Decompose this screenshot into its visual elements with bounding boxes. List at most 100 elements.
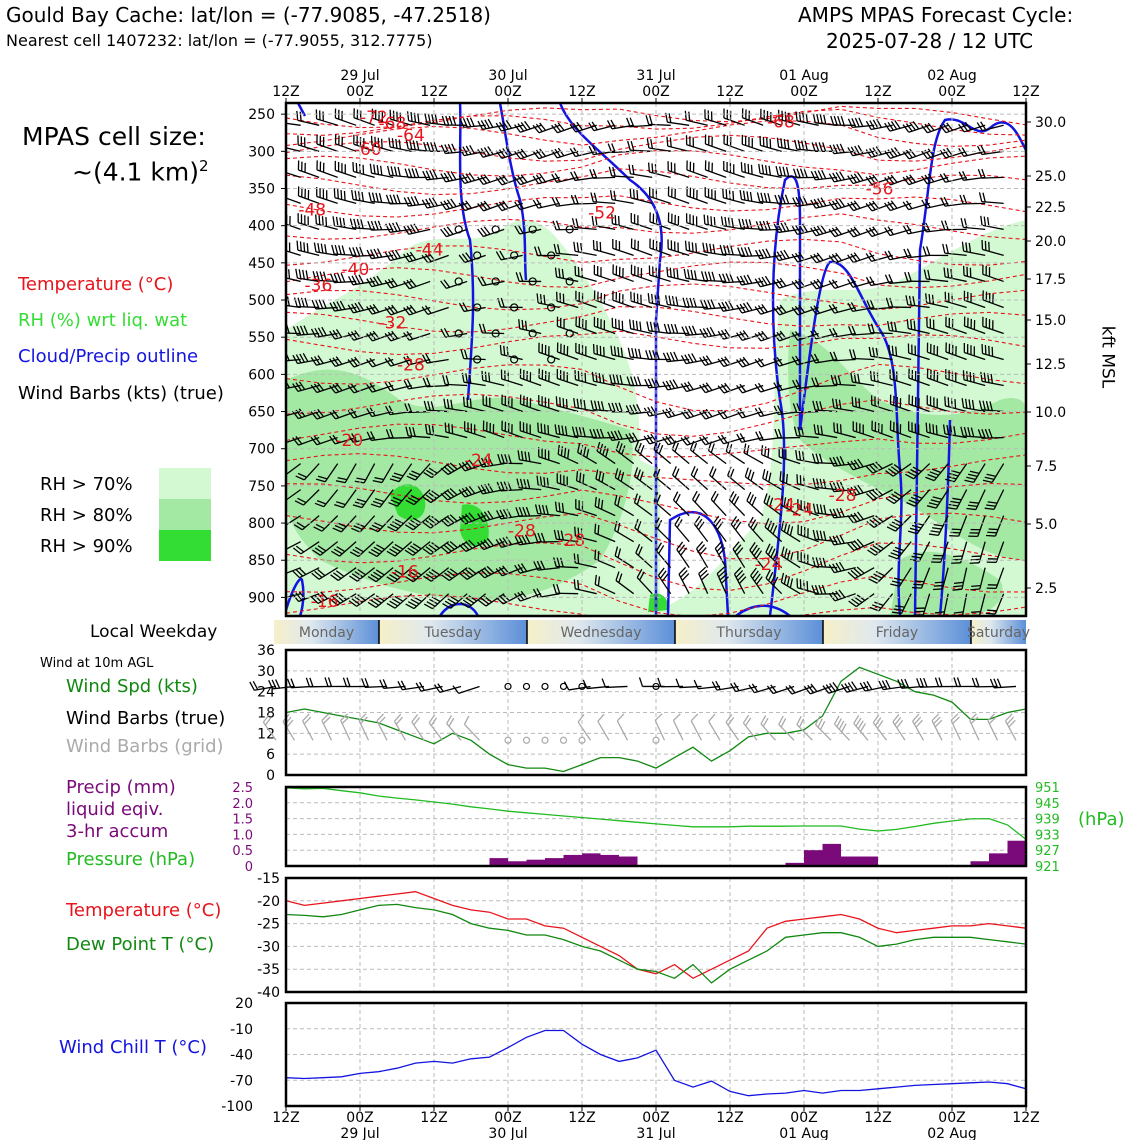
wind-barb-flag — [948, 503, 959, 507]
wind-barb-flag — [557, 147, 565, 157]
wind-barb-flag — [607, 431, 613, 441]
wind-barb-flag — [927, 473, 937, 479]
wind-barb-staff — [297, 249, 320, 257]
wind-barb-flag — [627, 347, 631, 358]
wind-barb-flag — [443, 200, 450, 209]
wind-barb-flag — [717, 385, 725, 394]
wind-barb-flag — [757, 305, 765, 314]
wind-barb-staff — [889, 306, 912, 309]
wind-barb-staff — [594, 273, 616, 283]
wind-barb-flag — [317, 327, 324, 337]
wind-barb-flag — [902, 150, 910, 160]
wind-barb-flag — [984, 476, 995, 481]
wind-barb-flag — [256, 465, 262, 472]
wind-barb-flag — [921, 150, 928, 160]
top-hour-tick-label: 00Z — [938, 84, 965, 100]
wind-barb-staff — [482, 462, 505, 468]
cloud-outline-8 — [938, 419, 952, 616]
wind-barb-flag — [376, 165, 380, 175]
wind-barb-flag — [851, 396, 854, 407]
wind-barb-flag — [358, 274, 364, 284]
wind-barb-flag — [874, 717, 882, 726]
wind-barb-flag — [791, 356, 798, 366]
temperature-contour-label: -48 — [298, 200, 326, 220]
wind-barb-staff — [760, 280, 782, 288]
wind-barb-staff — [389, 146, 412, 152]
wind-barb-flag — [514, 176, 521, 186]
wind-barb-flag — [597, 576, 601, 586]
wind-barb-staff — [963, 124, 986, 133]
wind-barb-staff — [781, 529, 801, 543]
wind-barb-flag — [520, 148, 528, 157]
wind-barb-flag — [647, 293, 650, 303]
wind-barb-flag — [784, 194, 790, 204]
wind-barb-flag — [619, 374, 623, 385]
wind-barb-flag — [913, 552, 923, 556]
wind-barb-flag — [626, 117, 631, 127]
pressure-tick-label: 400 — [248, 219, 275, 235]
wind-barb-staff — [833, 150, 856, 155]
wind-barb-staff — [759, 172, 782, 178]
temp-tick-label: -30 — [257, 939, 280, 955]
wind-barb-flag — [723, 245, 727, 255]
wind-barb-flag — [890, 321, 894, 332]
wind-barb-flag — [299, 241, 302, 251]
wind-barb-flag — [884, 202, 891, 211]
wind-barb-flag — [440, 201, 447, 210]
wind-barb-flag — [856, 566, 865, 574]
wind-barb-flag — [419, 681, 425, 691]
wind-barb-flag — [910, 319, 913, 330]
wind-barb-flag — [357, 301, 365, 311]
wind-barb-flag — [706, 327, 712, 337]
wind-barb-flag — [407, 547, 417, 554]
wind-barb-staff — [797, 228, 819, 235]
wind-barb-flag — [710, 216, 713, 226]
wind-barb-flag — [540, 560, 546, 570]
wind-barb-flag — [610, 119, 616, 129]
wind-barb-flag — [611, 402, 616, 413]
wind-barb-staff — [261, 248, 282, 255]
wind-barb-flag — [783, 138, 787, 149]
wind-barb-flag — [366, 359, 373, 368]
wind-barb-staff — [615, 449, 635, 465]
top-hour-tick-label: 12Z — [864, 84, 891, 100]
wind-barb-flag — [502, 120, 509, 130]
wind-barb-flag — [953, 585, 963, 588]
wind-barb-staff — [411, 721, 425, 741]
wind-barb-flag — [310, 328, 317, 338]
wind-barb-flag — [333, 273, 339, 283]
wind-barb-flag — [310, 411, 318, 420]
wind-barb-staff — [833, 488, 856, 493]
wind-barb-flag — [691, 325, 697, 335]
wind-barb-flag — [645, 115, 650, 125]
wind-barb-staff — [520, 430, 542, 439]
cell-size-value: ~(4.1 km)2 — [72, 157, 209, 187]
wind-barb-staff — [945, 124, 967, 134]
wind-barb-staff — [931, 720, 943, 741]
wind-barb-staff — [653, 475, 672, 491]
wind-barb-flag — [567, 449, 570, 459]
wind-barb-staff — [395, 515, 413, 532]
wind-barb-flag — [746, 445, 750, 455]
wind-barb-flag — [828, 328, 835, 338]
wind-barb-staff — [908, 377, 930, 387]
wind-barb-flag — [773, 307, 780, 316]
rh90-region — [390, 484, 669, 612]
top-date-label: 01 Aug — [779, 68, 829, 84]
wind-barb-flag — [317, 545, 327, 552]
wind-barb-flag — [375, 569, 385, 576]
wind-barb-flag — [654, 713, 663, 721]
wind-barb-flag — [928, 293, 931, 304]
wind-barb-flag — [711, 468, 717, 478]
wind-barb-staff — [300, 541, 320, 555]
wind-barb-flag — [750, 519, 757, 529]
wind-barb-flag — [374, 220, 379, 231]
temperature-contour-label: -16 — [391, 562, 419, 582]
wind-barb-staff — [594, 558, 616, 569]
wind-barb-flag — [462, 302, 469, 312]
wind-barb-flag — [484, 119, 490, 129]
wind-barb-flag — [865, 465, 874, 474]
wind-barb-flag — [421, 199, 428, 209]
wind-barb-flag — [773, 252, 780, 261]
wind-barb-flag — [760, 445, 764, 455]
